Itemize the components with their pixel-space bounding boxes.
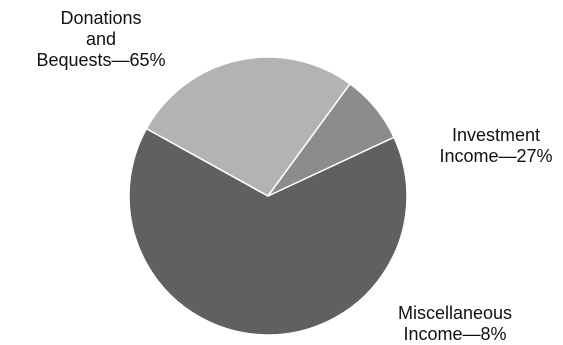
slice-label-donations: Donations and Bequests—65% [18, 8, 184, 71]
slice-miscellaneous [267, 83, 395, 197]
slice-label-line: Donations [60, 8, 142, 28]
slice-label-miscellaneous: Miscellaneous Income—8% [380, 303, 530, 345]
slice-label-line: Miscellaneous [397, 303, 513, 323]
slice-label-line: Income—27% [439, 146, 553, 166]
slice-donations [128, 127, 408, 336]
slice-label-investment: Investment Income—27% [424, 125, 563, 167]
slice-investment [145, 56, 351, 197]
slice-label-line: Income—8% [403, 324, 507, 344]
slice-label-line: and [85, 29, 117, 49]
slice-label-line: Investment [451, 125, 541, 145]
pie-slices [128, 56, 408, 336]
slice-label-line: Bequests—65% [36, 50, 166, 70]
